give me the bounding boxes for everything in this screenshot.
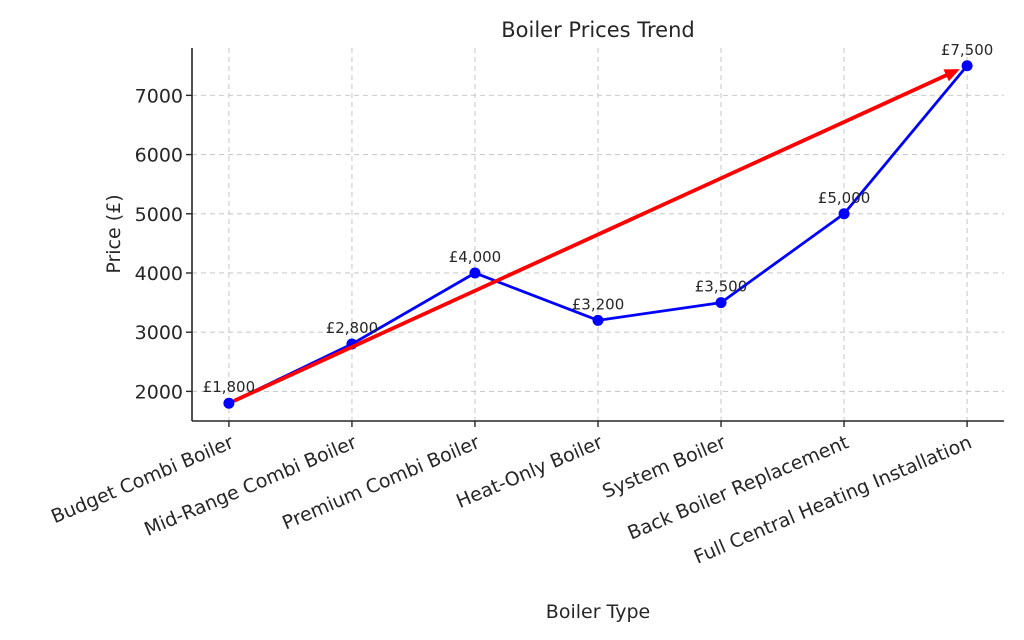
data-point-marker bbox=[715, 297, 727, 309]
x-axis-label: Boiler Type bbox=[546, 601, 650, 623]
y-tick-label: 3000 bbox=[135, 322, 183, 344]
point-annotation: £1,800 bbox=[203, 378, 256, 396]
x-tick-label: Mid-Range Combi Boiler bbox=[141, 431, 360, 541]
data-point-marker bbox=[592, 314, 604, 326]
y-tick-label: 5000 bbox=[135, 204, 183, 226]
y-axis-label: Price (£) bbox=[103, 194, 125, 273]
data-point-marker bbox=[469, 267, 481, 279]
x-tick-label: Premium Combi Boiler bbox=[279, 431, 483, 534]
trend-arrow-head bbox=[943, 69, 960, 82]
trend-arrow-line bbox=[233, 71, 951, 403]
data-point-marker bbox=[838, 208, 850, 220]
point-annotation: £2,800 bbox=[326, 319, 379, 337]
data-point-marker bbox=[961, 60, 973, 72]
series bbox=[223, 60, 973, 409]
y-tick-label: 2000 bbox=[135, 381, 183, 403]
annotations: £1,800 £2,800 £4,000 £3,200 £3,500 £5,000 £7,5… bbox=[203, 41, 994, 396]
point-annotation: £3,200 bbox=[572, 295, 625, 313]
chart-title: Boiler Prices Trend bbox=[501, 18, 694, 42]
y-tick-label: 6000 bbox=[135, 145, 183, 167]
data-point-marker bbox=[223, 397, 235, 409]
y-tick-label: 7000 bbox=[135, 85, 183, 107]
y-tick-label: 4000 bbox=[135, 263, 183, 285]
point-annotation: £3,500 bbox=[695, 278, 748, 296]
grid bbox=[192, 48, 1004, 421]
point-annotation: £7,500 bbox=[941, 41, 994, 59]
point-annotation: £5,000 bbox=[818, 189, 871, 207]
point-annotation: £4,000 bbox=[449, 248, 502, 266]
